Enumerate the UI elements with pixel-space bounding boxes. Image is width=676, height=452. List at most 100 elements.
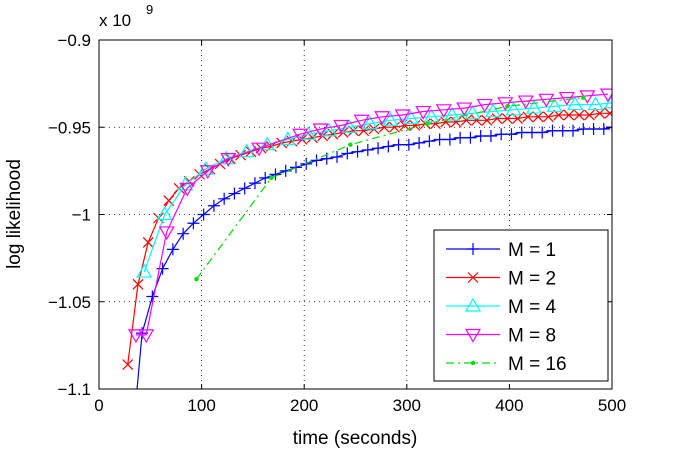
x-marker [389, 121, 400, 133]
plus-marker [269, 168, 282, 181]
triangle-down-marker [435, 104, 452, 118]
plus-marker [310, 154, 323, 167]
x-marker [467, 272, 479, 283]
plus-marker [597, 122, 610, 135]
plus-marker [228, 187, 241, 200]
plus-marker [467, 243, 479, 255]
triangle-down-marker [464, 328, 482, 343]
triangle-up-marker [279, 131, 296, 146]
plus-marker [177, 227, 190, 240]
plus-marker [413, 136, 426, 149]
triangle-down-marker [415, 105, 432, 120]
plus-marker [361, 143, 374, 156]
triangle-up-marker [505, 101, 522, 116]
triangle-down-marker [220, 153, 237, 167]
triangle-down-marker [353, 114, 370, 129]
triangle-up-marker [402, 110, 419, 125]
x-marker [122, 359, 134, 370]
y-axis-title: log likelihood [4, 159, 25, 269]
plus-marker [289, 161, 302, 174]
legend-entry: M = 8 [446, 326, 556, 347]
legend-entry: M = 16 [446, 354, 567, 375]
plus-marker [423, 135, 436, 148]
triangle-down-marker [312, 123, 329, 138]
x-marker [604, 107, 612, 119]
triangle-down-marker [292, 128, 309, 143]
plus-marker [495, 128, 508, 141]
series-group [122, 88, 612, 389]
triangle-up-marker [382, 112, 399, 126]
triangle-up-marker [464, 297, 482, 312]
plus-marker [372, 142, 385, 155]
plus-marker [146, 290, 159, 303]
plus-marker [505, 128, 518, 141]
triangle-down-marker [374, 111, 391, 125]
plus-marker [577, 122, 590, 135]
legend-entry: M = 4 [446, 297, 556, 318]
legend-entry: M = 2 [446, 269, 556, 290]
triangle-up-marker [136, 263, 153, 278]
plus-marker [546, 124, 559, 137]
x-marker [142, 236, 154, 248]
series-line [196, 97, 584, 280]
triangle-up-marker [567, 96, 584, 111]
legend-label: M = 1 [508, 240, 556, 261]
plus-marker [587, 122, 600, 135]
plus-marker [197, 208, 210, 221]
x-marker [542, 111, 554, 123]
x-marker [460, 114, 472, 126]
triangle-up-marker [361, 115, 378, 130]
plus-marker [392, 138, 405, 151]
plus-marker [443, 133, 456, 146]
plus-marker [464, 131, 477, 144]
triangle-up-marker [443, 106, 460, 121]
x-marker [563, 109, 575, 121]
triangle-up-marker [546, 98, 563, 112]
x-tick-label: 0 [94, 396, 103, 415]
plus-marker [515, 126, 528, 139]
axis-ticks: 0 100 200 300 400 500 −1.1 −1.05 −1 −0.95 −0.9 [48, 31, 626, 415]
legend: M = 1 M = 2 M = 4 M = 8 M = 16 [433, 229, 609, 382]
x-marker [358, 125, 370, 137]
dot-marker [269, 175, 274, 181]
dot-marker [505, 104, 510, 109]
plus-marker [567, 124, 580, 137]
legend-label: M = 8 [508, 326, 556, 347]
triangle-down-marker [158, 226, 175, 241]
x-marker [430, 118, 441, 130]
plus-marker [402, 138, 415, 151]
triangle-down-marker [251, 142, 268, 157]
triangle-down-marker [394, 109, 411, 124]
plus-marker [484, 129, 497, 142]
y-tick-label: −1 [72, 206, 91, 225]
plus-marker [166, 243, 179, 256]
triangle-down-marker [179, 182, 196, 197]
triangle-up-marker [423, 108, 440, 123]
triangle-down-marker [497, 97, 514, 112]
triangle-down-marker [456, 102, 473, 117]
x-marker [471, 114, 482, 126]
x-marker [132, 278, 144, 290]
dot-marker [194, 276, 199, 282]
plus-marker [238, 182, 251, 195]
plus-marker [218, 192, 231, 205]
dot-marker [425, 121, 430, 126]
series-line [135, 93, 608, 336]
triangle-up-marker [320, 122, 337, 137]
triangle-up-marker [464, 105, 481, 119]
plus-marker [382, 140, 395, 153]
x-marker [491, 113, 503, 124]
plus-marker [156, 262, 169, 275]
triangle-down-marker [333, 119, 350, 134]
x-tick-label: 200 [290, 396, 318, 415]
plus-marker [279, 164, 292, 177]
triangle-up-marker [587, 96, 604, 111]
triangle-down-marker [538, 93, 555, 108]
plus-marker [454, 131, 467, 144]
x-tick-label: 500 [598, 396, 626, 415]
triangle-up-marker [603, 94, 612, 109]
y-tick-label: −0.95 [48, 118, 91, 137]
x-tick-label: 300 [393, 396, 421, 415]
dot-marker [348, 142, 353, 147]
